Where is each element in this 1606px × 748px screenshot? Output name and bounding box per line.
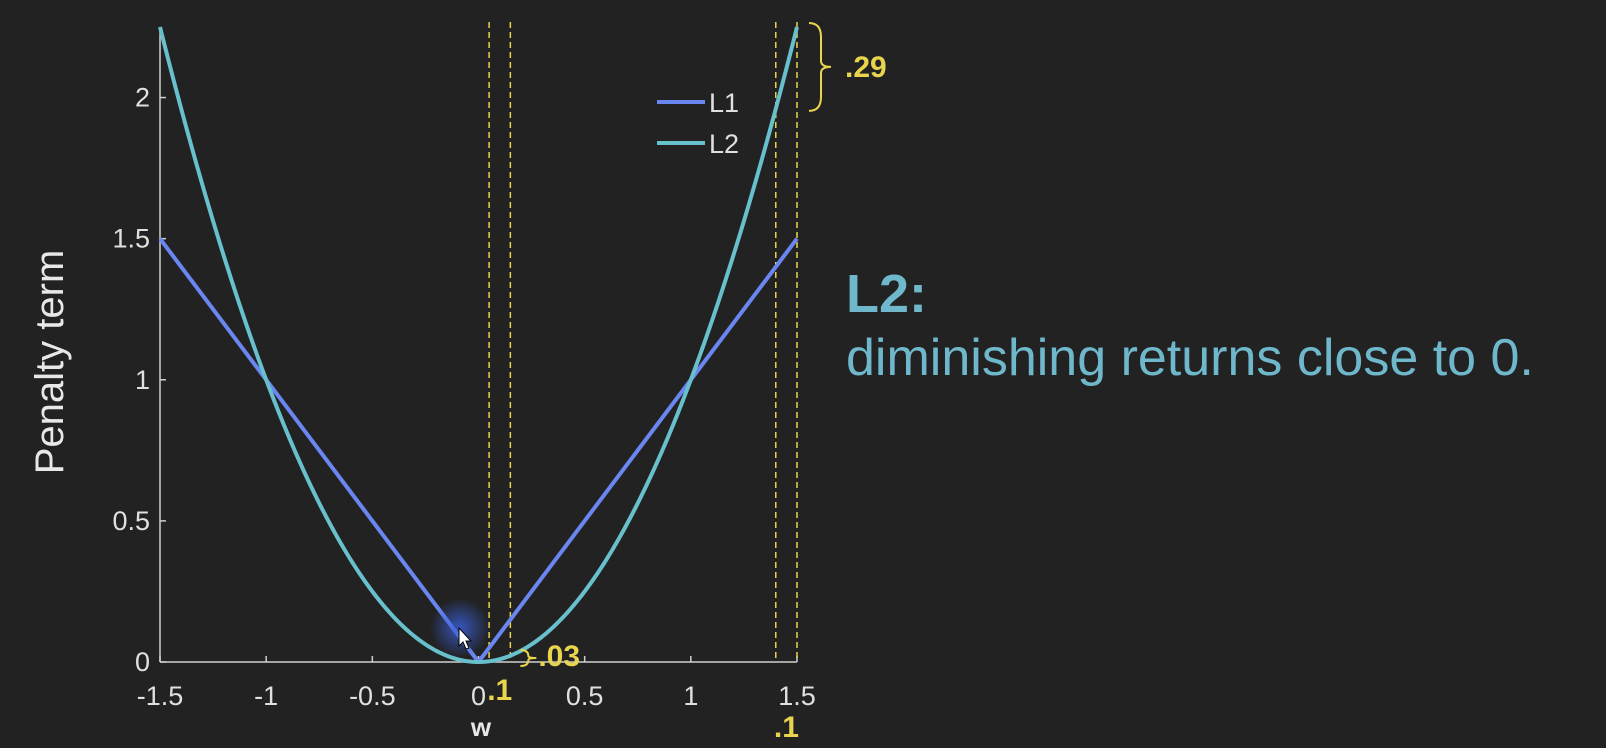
x-tick-label: 1.5 (778, 681, 816, 711)
y-tick-label: 2 (135, 83, 150, 113)
side-panel: L2: diminishing returns close to 0. (846, 262, 1534, 390)
series-line-l1 (158, 237, 799, 664)
y-tick-label: 1.5 (112, 224, 150, 254)
cursor-highlight (430, 598, 490, 658)
mouse-pointer-icon (458, 626, 473, 650)
y-tick-label: 0.5 (112, 506, 150, 536)
y-tick-label: 0 (135, 647, 150, 677)
x-tick-label: 0 (471, 681, 486, 711)
annotation-label: .1 (774, 711, 799, 744)
x-tick-label: 1 (683, 681, 698, 711)
brace-large (808, 22, 832, 112)
side-heading: L2: (846, 264, 927, 324)
y-tick-label: 1 (135, 365, 150, 395)
x-tick-label: -1.5 (137, 681, 184, 711)
legend-label-l1: L1 (709, 88, 739, 118)
x-axis-label: w (470, 712, 492, 742)
x-tick-label: -1 (254, 681, 278, 711)
y-axis-label: Penalty term (28, 250, 72, 475)
legend-label-l2: L2 (709, 129, 739, 159)
annotation-label: .29 (845, 51, 887, 84)
annotation-label: .1 (487, 674, 512, 707)
x-tick-label: 0.5 (566, 681, 604, 711)
annotation-label: .03 (538, 640, 580, 673)
brace-small (520, 649, 537, 667)
series-line-l2 (158, 26, 799, 664)
side-body: diminishing returns close to 0. (846, 329, 1534, 387)
x-tick-label: -0.5 (349, 681, 396, 711)
